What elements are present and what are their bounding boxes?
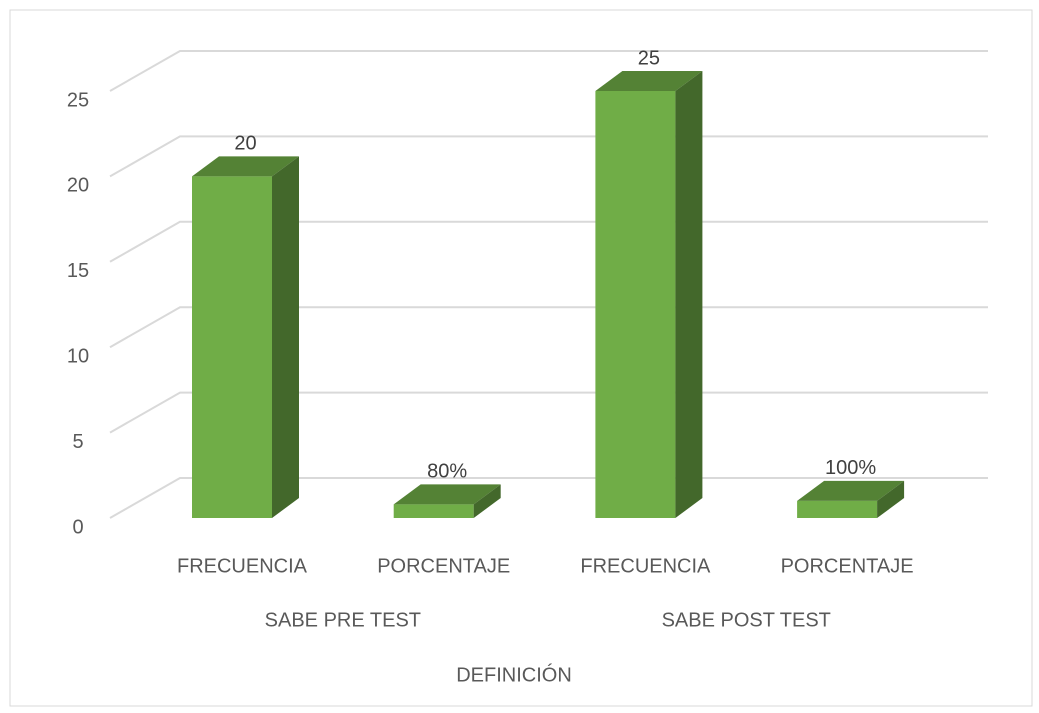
bar	[595, 91, 676, 518]
x-tick-label: FRECUENCIA	[177, 555, 308, 577]
x-axis-title: DEFINICIÓN	[456, 663, 572, 686]
grid-line	[109, 391, 988, 434]
y-tick-label: 20	[67, 175, 89, 197]
bar	[192, 176, 272, 518]
grid-line	[109, 477, 988, 519]
group-label: SABE PRE TEST	[265, 609, 421, 631]
grid-line	[109, 220, 988, 263]
bar-side	[675, 71, 703, 518]
x-tick-label: FRECUENCIA	[580, 555, 711, 577]
y-tick-label: 10	[67, 345, 89, 367]
y-tick-label: 15	[67, 260, 89, 282]
bar-top	[393, 484, 501, 505]
bar-top	[192, 156, 299, 177]
bar-top	[797, 480, 905, 501]
y-tick-label: 0	[72, 516, 83, 538]
grid-line	[109, 50, 988, 92]
x-tick-label: PORCENTAJE	[781, 555, 914, 577]
bar	[393, 504, 474, 518]
data-label: 100%	[825, 457, 876, 479]
x-tick-label: PORCENTAJE	[377, 555, 510, 577]
bar-top	[595, 71, 703, 91]
data-label: 20	[234, 133, 256, 155]
bar-side	[473, 484, 501, 518]
data-label: 25	[638, 47, 660, 69]
grid-line	[109, 306, 988, 349]
bar-side	[877, 480, 905, 518]
y-tick-label: 25	[67, 89, 89, 111]
chart-border	[9, 9, 1033, 707]
y-tick-label: 5	[72, 431, 83, 453]
group-label: SABE POST TEST	[662, 609, 831, 631]
grid-line	[109, 135, 988, 178]
bar-side	[272, 156, 299, 518]
bar	[797, 500, 878, 518]
data-label: 80%	[427, 461, 467, 483]
